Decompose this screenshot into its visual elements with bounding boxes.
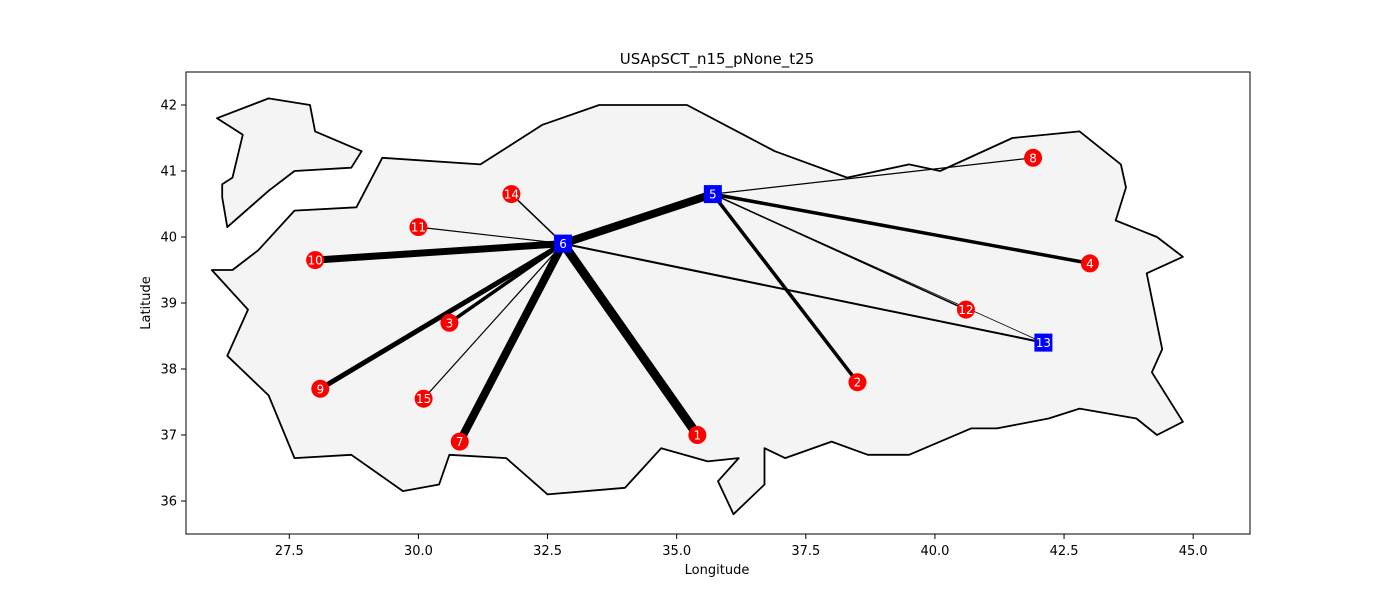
edge-6-9 xyxy=(319,241,565,391)
y-tick-label: 37 xyxy=(160,429,177,444)
node-label-11: 11 xyxy=(411,221,426,235)
node-label-9: 9 xyxy=(316,382,324,396)
node-marker-2 xyxy=(848,373,867,392)
x-tick-label: 27.5 xyxy=(275,544,304,559)
node-label-1: 1 xyxy=(694,429,702,443)
edge-5-13 xyxy=(712,193,1044,343)
node-marker-3 xyxy=(440,313,459,332)
y-axis-title: Latitude xyxy=(139,276,154,330)
edge-6-11 xyxy=(418,226,564,245)
x-tick-label: 45.0 xyxy=(1179,544,1208,559)
y-tick-label: 42 xyxy=(160,99,177,114)
x-tick-label: 37.5 xyxy=(791,544,820,559)
x-tick-label: 42.5 xyxy=(1050,544,1079,559)
node-marker-8 xyxy=(1024,148,1043,167)
node-label-6: 6 xyxy=(559,237,567,251)
edge-6-1 xyxy=(559,241,702,438)
node-marker-4 xyxy=(1080,254,1099,273)
node-marker-14 xyxy=(502,185,521,204)
x-axis-title: Longitude xyxy=(685,563,750,578)
edge-6-15 xyxy=(423,243,564,400)
node-label-10: 10 xyxy=(307,254,322,268)
node-marker-12 xyxy=(956,300,975,319)
edge-6-7 xyxy=(456,241,567,444)
edge-5-8 xyxy=(712,157,1034,195)
chart-title: USApSCT_n15_pNone_t25 xyxy=(620,50,814,69)
y-tick-label: 38 xyxy=(160,363,177,378)
x-tick-label: 32.5 xyxy=(533,544,562,559)
edge-6-10 xyxy=(314,240,564,264)
node-marker-9 xyxy=(311,379,330,398)
edge-5-2 xyxy=(711,193,859,384)
node-marker-10 xyxy=(306,251,325,270)
node-label-14: 14 xyxy=(504,188,519,202)
node-label-15: 15 xyxy=(416,392,431,406)
y-tick-label: 41 xyxy=(160,165,177,180)
hub-marker-6 xyxy=(554,234,573,253)
edge-6-13 xyxy=(562,242,1044,344)
node-label-12: 12 xyxy=(958,303,973,317)
node-label-8: 8 xyxy=(1029,151,1037,165)
x-tick-label: 35.0 xyxy=(662,544,691,559)
land-outline-thrace xyxy=(216,97,363,229)
y-tick-label: 39 xyxy=(160,297,177,312)
y-tick-label: 36 xyxy=(160,495,177,510)
node-label-3: 3 xyxy=(446,316,454,330)
axes: 27.5 30.0 32.5 35.0 37.5 40.0 42.5 45.036373839… xyxy=(160,99,1207,560)
edge-6-5 xyxy=(561,190,715,248)
x-tick-label: 40.0 xyxy=(920,544,949,559)
y-tick-label: 40 xyxy=(160,231,177,246)
land-outline-anatolia xyxy=(210,104,1184,516)
node-label-2: 2 xyxy=(854,376,862,390)
node-label-7: 7 xyxy=(456,435,464,449)
hub-marker-5 xyxy=(703,185,722,204)
x-tick-label: 30.0 xyxy=(404,544,433,559)
node-marker-1 xyxy=(688,426,707,444)
edge-6-3 xyxy=(448,242,565,325)
hub-marker-13 xyxy=(1034,333,1053,352)
node-marker-7 xyxy=(450,432,469,451)
edge-5-4 xyxy=(712,192,1091,266)
node-label-5: 5 xyxy=(709,188,717,202)
node-marker-11 xyxy=(409,218,428,237)
node-label-13: 13 xyxy=(1036,336,1051,350)
node-label-4: 4 xyxy=(1086,257,1094,271)
node-marker-15 xyxy=(414,389,433,408)
